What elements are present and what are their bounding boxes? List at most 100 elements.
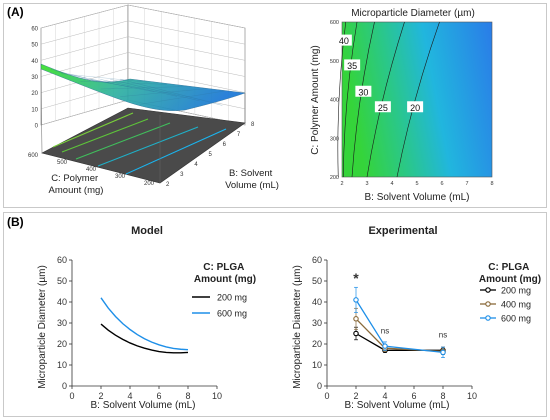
surface-3d-chart: 0 10 20 30 40 50 60 600 500 400 300 200 2 3 4 5 6 7 8 C: P… — [28, 4, 279, 196]
y-tick-label: 50 — [312, 276, 322, 286]
x-tick-label: 2 — [98, 391, 103, 401]
contour-label: 30 — [358, 87, 368, 97]
z-tick-label: 20 — [31, 91, 38, 97]
panel-a-label: (A) — [7, 5, 24, 19]
x-tick-label: 10 — [467, 391, 477, 401]
data-point — [382, 343, 388, 349]
y-tick-label: 10 — [57, 360, 67, 370]
z-tick-label: 0 — [35, 124, 39, 130]
data-point — [353, 297, 359, 303]
legend-marker — [485, 301, 491, 307]
contour-x-tick: 2 — [340, 181, 343, 187]
surface-floor — [41, 107, 246, 184]
floor-contour-line — [61, 118, 149, 153]
contour-line — [366, 21, 405, 178]
y-tick-label: 30 — [312, 318, 322, 328]
contour-x-tick: 5 — [415, 181, 418, 187]
x-tick-label: 3 — [180, 172, 184, 178]
surface-mesh-line — [90, 79, 155, 92]
y-tick-label: 60 — [312, 255, 322, 265]
contour-label: 35 — [347, 61, 357, 71]
x-tick-label: 6 — [411, 391, 416, 401]
contour-x-tick: 4 — [390, 181, 393, 187]
z-tick-label: 30 — [31, 75, 38, 81]
surface-mesh-line — [50, 68, 64, 74]
surface-mesh-line — [80, 81, 168, 85]
x-tick-label: 5 — [209, 152, 213, 158]
surface-mesh-line — [120, 78, 223, 106]
contour-y-tick: 600 — [330, 20, 339, 26]
contour-label: 20 — [410, 103, 420, 113]
y-tick-label: 600 — [28, 153, 39, 159]
experimental-title: Experimental — [368, 225, 437, 237]
surface-mesh-line — [120, 88, 207, 97]
contour-y-tick: 300 — [330, 136, 339, 142]
y-tick-label: 40 — [57, 297, 67, 307]
y-tick-label: 20 — [57, 339, 67, 349]
legend-label: 600 mg — [217, 309, 247, 319]
significance-annotation: ns — [439, 331, 447, 340]
z-tick-label: 50 — [31, 43, 38, 49]
y-tick-label: 0 — [317, 381, 322, 391]
x-tick-label: 4 — [194, 162, 198, 168]
y-tick-label: 400 — [86, 167, 97, 173]
contour-label-box — [374, 101, 391, 113]
contour-label-box — [407, 101, 424, 113]
model-title: Model — [131, 225, 163, 237]
legend-marker — [485, 287, 491, 293]
significance-annotation: * — [353, 270, 359, 286]
legend-label: 400 mg — [501, 300, 531, 310]
contour-title: Microparticle Diameter (µm) — [351, 8, 475, 19]
significance-annotation: ns — [381, 327, 389, 336]
y-tick-label: 60 — [57, 255, 67, 265]
floor-contour-line — [97, 126, 199, 167]
x-tick-label: 10 — [212, 391, 222, 401]
x-tick-label: 7 — [237, 132, 241, 138]
surface-drop-line — [40, 68, 43, 154]
contour-label-box — [344, 59, 361, 71]
contour-line — [351, 21, 375, 178]
y-tick-label: 300 — [115, 174, 126, 180]
y-tick-label: 20 — [312, 339, 322, 349]
contour-label: 40 — [339, 36, 349, 46]
legend-marker — [485, 315, 491, 321]
y-tick-label: 0 — [62, 381, 67, 391]
data-point — [353, 330, 359, 337]
contour-x-tick: 3 — [365, 181, 368, 187]
contour-y-tick: 400 — [330, 98, 339, 104]
data-point — [440, 349, 446, 356]
floor-contour-line — [125, 128, 227, 175]
contour-line — [342, 21, 358, 178]
x-tick-label: 8 — [440, 391, 445, 401]
floor-contour-line — [75, 122, 171, 160]
experimental-legend-title: C: PLGA Amount (mg) — [479, 262, 541, 285]
model-chart: Model 0 10 20 30 40 50 60 0 2 4 6 8 10 B: Solvent Vo… — [37, 225, 256, 411]
legend-label: 200 mg — [217, 293, 247, 303]
surface-mesh-line — [60, 73, 148, 83]
x-tick-label: 0 — [324, 391, 329, 401]
legend-label: 600 mg — [501, 314, 531, 324]
panel-b-frame — [3, 212, 547, 417]
x-tick-label: 4 — [382, 391, 387, 401]
x-tick-label: 6 — [223, 142, 227, 148]
surface-mesh-line — [140, 90, 226, 105]
experimental-series-line — [355, 299, 444, 354]
x-tick-label: 2 — [353, 391, 358, 401]
contour-label: 25 — [378, 103, 388, 113]
experimental-x-axis-label: B: Solvent Volume (mL) — [344, 400, 449, 411]
y-tick-label: 500 — [57, 160, 68, 166]
experimental-series-line — [355, 318, 444, 352]
contour-x-axis-label: B: Solvent Volume (mL) — [364, 192, 469, 203]
experimental-y-axis-label: Microparticle Diameter (µm) — [292, 265, 303, 389]
contour-plot-area — [341, 21, 493, 178]
contour-line — [396, 21, 440, 178]
z-tick-label: 60 — [31, 27, 38, 33]
legend-label: 200 mg — [501, 286, 531, 296]
contour-x-tick: 7 — [465, 181, 468, 187]
panel-b-label: (B) — [7, 215, 24, 229]
contour-y-tick: 500 — [330, 59, 339, 65]
contour-x-tick: 6 — [440, 181, 443, 187]
